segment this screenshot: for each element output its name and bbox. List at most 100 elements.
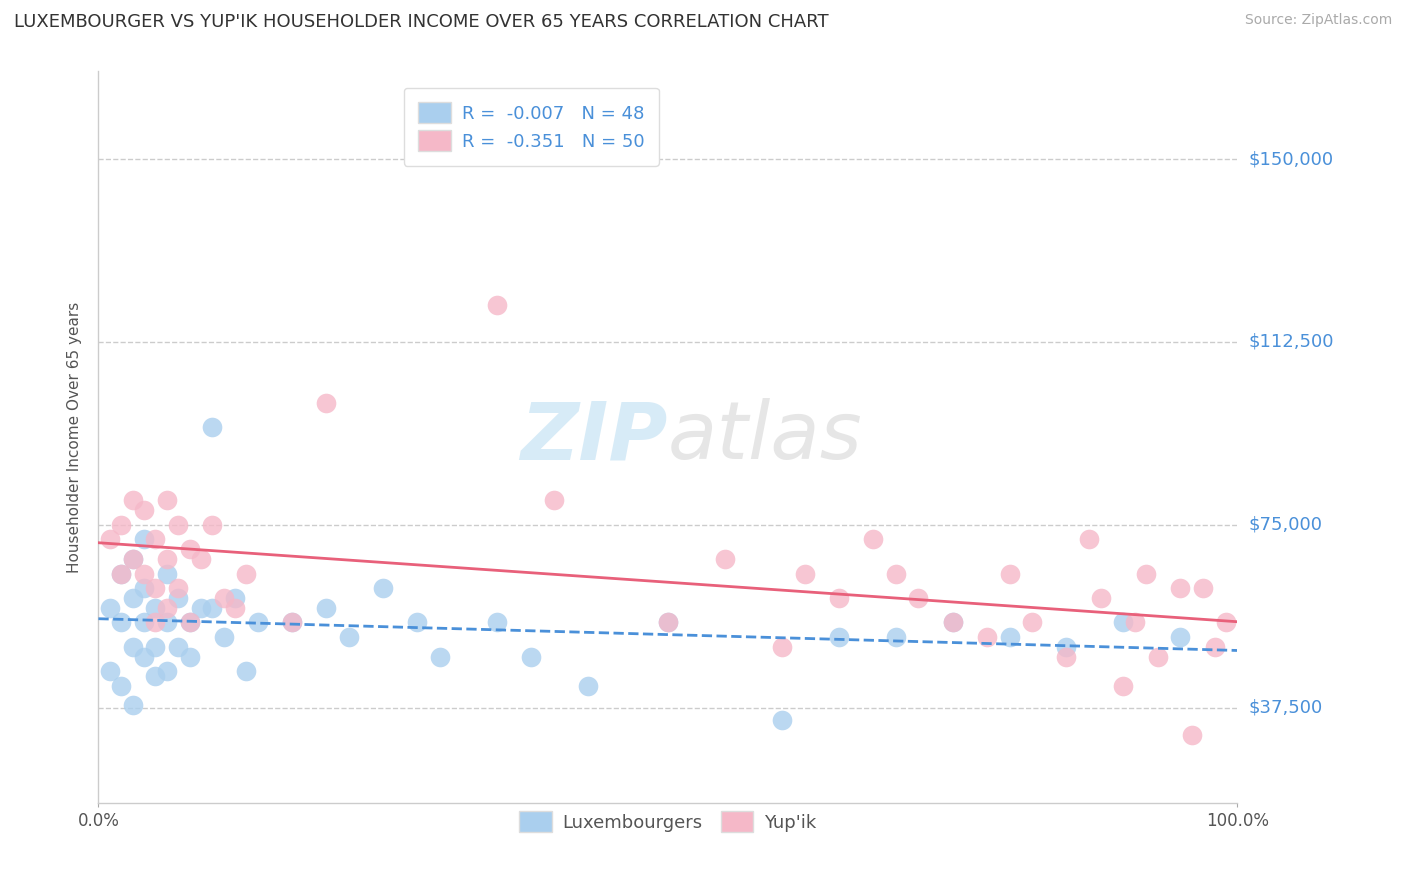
Point [942, 615, 965, 630]
Point [132, 533, 155, 547]
Point [121, 552, 143, 566]
Point [1135, 566, 1157, 581]
Point [315, 396, 337, 410]
Point [132, 581, 155, 595]
Point [1090, 591, 1112, 605]
Point [145, 669, 167, 683]
Text: $37,500: $37,500 [1249, 698, 1323, 716]
Point [145, 581, 167, 595]
Point [770, 640, 793, 654]
Point [657, 615, 679, 630]
Point [862, 533, 884, 547]
Point [224, 591, 246, 605]
Point [793, 566, 815, 581]
Point [1112, 679, 1135, 693]
Point [156, 493, 179, 508]
Point [1146, 649, 1168, 664]
Point [156, 552, 179, 566]
Point [281, 615, 304, 630]
Point [1181, 727, 1204, 741]
Text: ZIP: ZIP [520, 398, 668, 476]
Point [1170, 630, 1192, 644]
Point [828, 591, 851, 605]
Point [212, 630, 235, 644]
Point [884, 630, 907, 644]
Point [167, 640, 190, 654]
Point [486, 615, 509, 630]
Point [1054, 640, 1078, 654]
Point [98, 600, 121, 615]
Point [156, 615, 179, 630]
Point [201, 517, 224, 532]
Point [145, 615, 167, 630]
Point [201, 420, 224, 434]
Point [145, 533, 167, 547]
Point [1078, 533, 1101, 547]
Point [179, 649, 201, 664]
Point [121, 552, 143, 566]
Point [110, 566, 132, 581]
Point [121, 640, 143, 654]
Point [486, 298, 509, 312]
Point [179, 615, 201, 630]
Point [520, 649, 543, 664]
Point [246, 615, 269, 630]
Point [770, 713, 793, 727]
Point [98, 664, 121, 678]
Point [212, 591, 235, 605]
Point [121, 493, 143, 508]
Text: Source: ZipAtlas.com: Source: ZipAtlas.com [1244, 13, 1392, 28]
Point [1021, 615, 1043, 630]
Point [110, 566, 132, 581]
Point [942, 615, 965, 630]
Legend: Luxembourgers, Yup'ik: Luxembourgers, Yup'ik [506, 799, 830, 845]
Point [201, 600, 224, 615]
Point [179, 542, 201, 557]
Point [1204, 640, 1226, 654]
Point [179, 615, 201, 630]
Point [976, 630, 998, 644]
Point [190, 552, 212, 566]
Point [190, 600, 212, 615]
Y-axis label: Householder Income Over 65 years: Householder Income Over 65 years [67, 301, 83, 573]
Point [110, 615, 132, 630]
Point [145, 600, 167, 615]
Point [1170, 581, 1192, 595]
Point [235, 566, 257, 581]
Point [167, 581, 190, 595]
Point [121, 591, 143, 605]
Point [543, 493, 565, 508]
Point [1192, 581, 1215, 595]
Point [110, 517, 132, 532]
Point [315, 600, 337, 615]
Point [576, 679, 599, 693]
Text: atlas: atlas [668, 398, 863, 476]
Point [828, 630, 851, 644]
Point [156, 664, 179, 678]
Point [132, 615, 155, 630]
Point [156, 600, 179, 615]
Point [281, 615, 304, 630]
Point [998, 566, 1021, 581]
Text: $75,000: $75,000 [1249, 516, 1323, 533]
Point [167, 591, 190, 605]
Point [145, 640, 167, 654]
Point [132, 566, 155, 581]
Point [156, 566, 179, 581]
Point [167, 517, 190, 532]
Point [1123, 615, 1146, 630]
Point [121, 698, 143, 713]
Point [907, 591, 929, 605]
Point [1215, 615, 1237, 630]
Text: LUXEMBOURGER VS YUP'IK HOUSEHOLDER INCOME OVER 65 YEARS CORRELATION CHART: LUXEMBOURGER VS YUP'IK HOUSEHOLDER INCOM… [14, 13, 828, 31]
Point [714, 552, 737, 566]
Point [657, 615, 679, 630]
Point [132, 649, 155, 664]
Point [406, 615, 429, 630]
Point [337, 630, 360, 644]
Point [429, 649, 451, 664]
Point [224, 600, 246, 615]
Text: $112,500: $112,500 [1249, 333, 1334, 351]
Point [998, 630, 1021, 644]
Point [98, 533, 121, 547]
